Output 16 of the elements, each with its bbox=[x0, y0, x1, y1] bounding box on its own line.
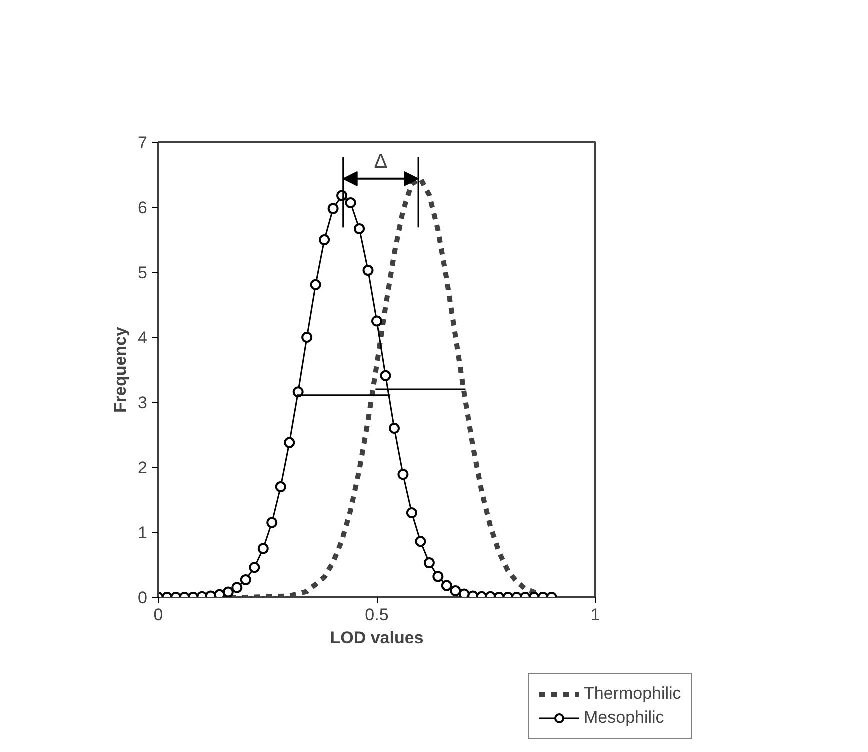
y-axis-title: Frequency bbox=[111, 326, 130, 413]
x-tick-label: 0 bbox=[154, 606, 164, 624]
y-tick-label: 2 bbox=[138, 458, 148, 478]
y-tick-label: 6 bbox=[138, 198, 148, 218]
y-tick-label: 3 bbox=[138, 394, 148, 412]
legend-label: Thermophilic bbox=[584, 684, 682, 704]
x-tick-label: 1 bbox=[590, 606, 600, 624]
y-tick-label: 7 bbox=[138, 134, 148, 152]
y-tick-label: 0 bbox=[138, 588, 148, 608]
y-tick-label: 5 bbox=[138, 264, 148, 282]
x-tick-label: 0.5 bbox=[365, 606, 389, 624]
y-tick-label: 1 bbox=[138, 524, 148, 542]
legend-label: Mesophilic bbox=[584, 708, 664, 728]
annotation: Δ bbox=[374, 150, 388, 173]
y-tick-label: 4 bbox=[138, 328, 148, 348]
x-axis-title: LOD values bbox=[330, 628, 424, 648]
